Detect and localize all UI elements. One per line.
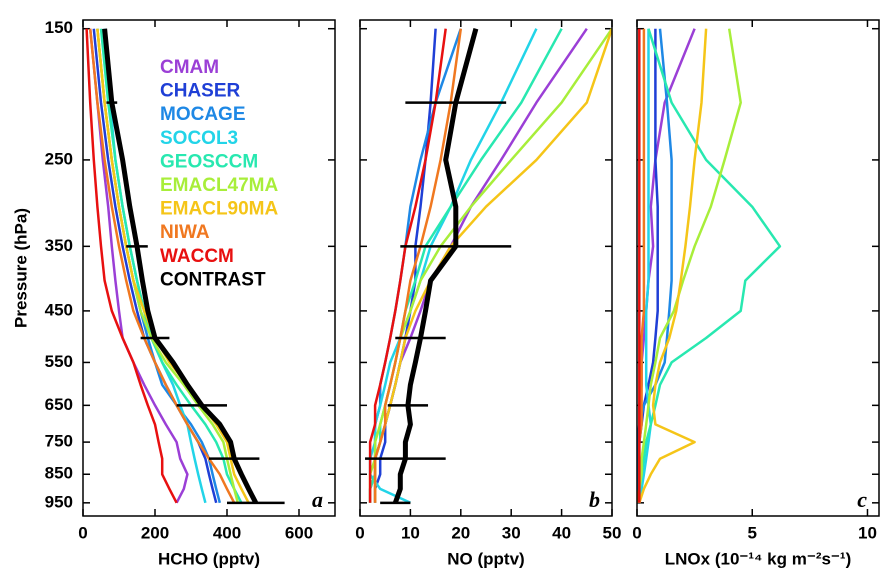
x-axis-label: NO (pptv) [447,549,524,568]
legend-label: CONTRAST [160,269,266,290]
legend-label: SOCOL3 [160,128,238,149]
x-tick-label: 0 [355,523,364,542]
x-tick-label: 0 [632,523,641,542]
legend-label: EMACL90MA [160,199,279,220]
legend-label: NIWA [160,222,210,243]
panel-letter: a [312,487,323,512]
y-tick-label: 850 [45,464,73,483]
plot-frame [359,19,613,517]
profile-line [85,28,178,504]
x-tick-label: 400 [213,523,241,542]
x-tick-label: 50 [603,523,622,542]
profile-line [373,28,463,503]
legend-label: GEOSCCM [160,151,258,172]
y-tick-label: 950 [45,492,73,511]
profile-line [637,28,673,503]
y-tick-label: 550 [45,352,73,371]
profile-line [373,28,462,503]
profile-line [392,28,479,504]
x-tick-label: 20 [451,523,470,542]
x-tick-label: 10 [401,523,420,542]
profile-line [638,28,708,504]
y-axis-label: Pressure (hPa) [11,208,30,328]
x-tick-label: 30 [502,523,521,542]
x-tick-label: 200 [141,523,169,542]
legend-label: MOCAGE [160,104,246,125]
profile-line [368,28,563,503]
x-tick-label: 40 [552,523,571,542]
legend-label: WACCM [160,246,234,267]
x-axis-label: HCHO (pptv) [158,549,260,568]
x-tick-label: 5 [748,523,757,542]
panel-letter: c [857,487,867,512]
y-tick-label: 650 [45,395,73,414]
legend-label: CMAM [160,57,219,78]
y-tick-label: 150 [45,18,73,37]
profile-line [638,28,742,503]
profile-line [102,28,259,504]
x-axis-label: LNOx (10⁻¹⁴ kg m⁻²s⁻¹) [665,549,851,568]
profile-line [96,28,250,504]
y-tick-label: 450 [45,300,73,319]
x-tick-label: 600 [285,523,313,542]
profile-line [638,28,653,504]
plot-frame [636,19,880,517]
profile-line [368,28,538,504]
x-tick-label: 0 [78,523,87,542]
legend-label: CHASER [160,81,241,102]
profile-line [99,28,243,504]
profile-line [88,28,236,504]
y-tick-label: 250 [45,149,73,168]
y-tick-label: 350 [45,236,73,255]
y-tick-label: 750 [45,432,73,451]
legend-label: EMACL47MA [160,175,279,196]
profile-line [637,28,782,504]
plot-frame [82,19,336,517]
profile-line [368,28,447,503]
panel-letter: b [589,487,600,512]
x-tick-label: 10 [858,523,877,542]
